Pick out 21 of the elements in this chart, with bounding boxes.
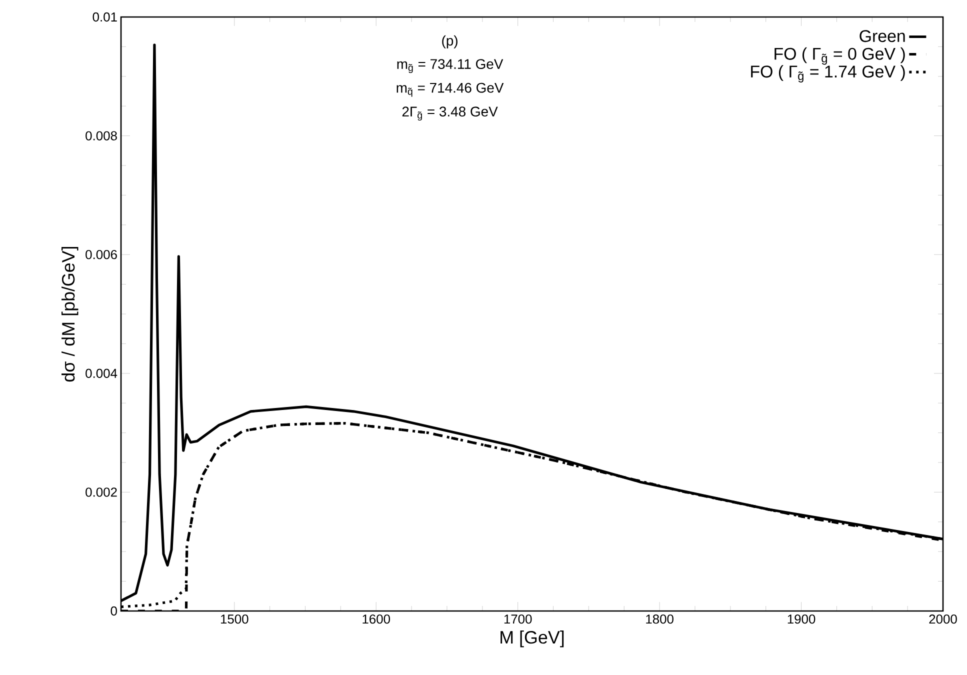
y-tick-label: 0.004 [86,368,118,378]
y-tick-label: 0.01 [92,12,117,22]
y-axis-title: dσ / dM [pb/GeV] [62,246,78,382]
annotation: 2Γ$_{g̃}$ = 3.48 GeV [402,106,498,121]
x-tick-label: 1500 [220,614,248,624]
x-tick-label: 1800 [646,614,674,624]
legend-label: FO ( Γ$_{g̃}$ = 1.74 GeV ) [751,65,905,82]
x-axis-title: M [GeV] [500,630,564,648]
x-tick-label: 1600 [362,614,390,624]
annotation: m$_{q̃}$ = 714.46 GeV [396,82,504,97]
legend-label: Green [860,30,905,42]
y-tick-label: 0.008 [86,131,117,140]
x-tick-label: 1700 [504,614,532,624]
y-tick-label: 0 [110,606,117,616]
y-tick-label: 0.002 [86,488,117,497]
annotation: m$_{g̃}$ = 734.11 GeV [397,59,504,74]
x-tick-label: 1900 [788,614,816,624]
x-tick-label: 2000 [929,614,957,624]
annotation: (p) [442,35,458,48]
y-tick-label: 0.006 [86,250,117,260]
legend-label: FO ( Γ$_{g̃}$ = 0 GeV ) [774,47,905,65]
